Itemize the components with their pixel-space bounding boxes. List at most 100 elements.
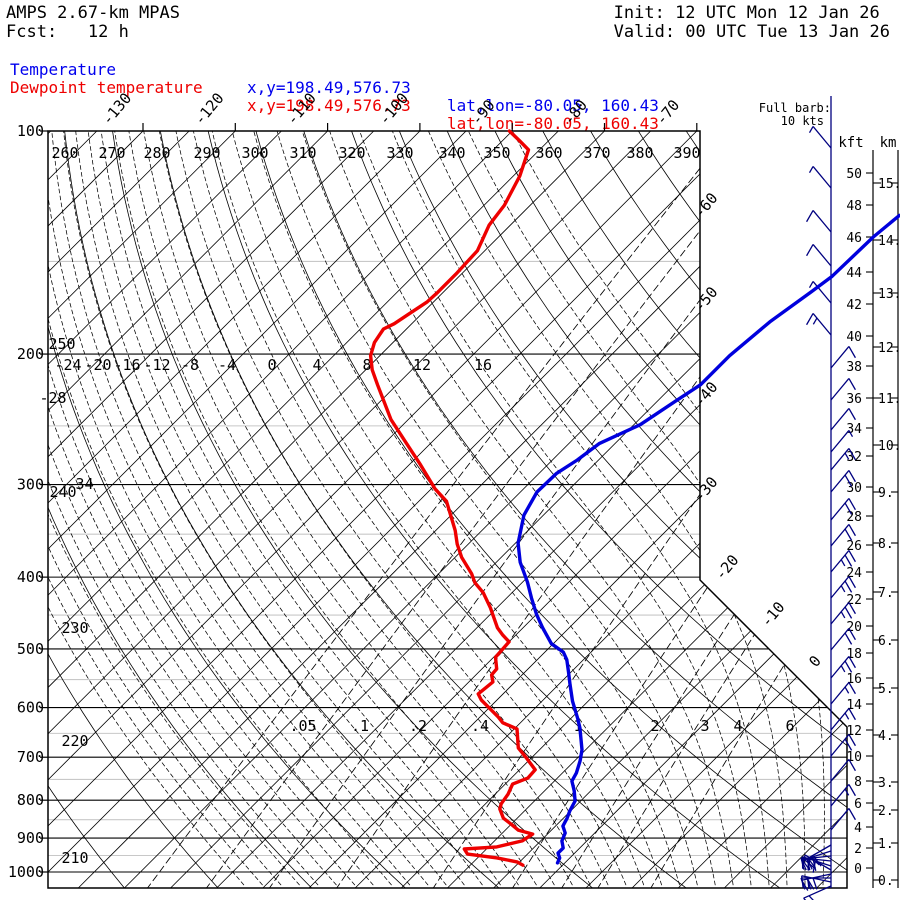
- barb-feather: [848, 550, 856, 563]
- barb-shaft: [804, 854, 832, 871]
- isotherm-line: [262, 131, 847, 888]
- temperature-latlon-readout: lat,lon=-80.05, 160.43: [447, 96, 659, 115]
- top-isotherm-axis: -130 -120 -110 -100 -90 -80 -70: [98, 89, 698, 131]
- isotherm-line: [48, 131, 190, 888]
- legend-row-dewpoint: Dewpoint temperature x,y=198.49,576.73 l…: [0, 61, 659, 151]
- dewpoint-trace: [368, 129, 537, 867]
- isotherm-line: [48, 131, 236, 888]
- theta-label-top: 390: [673, 144, 700, 162]
- barb-shaft: [801, 875, 832, 883]
- isotherm-line: [48, 131, 467, 888]
- isotherm-label-right: -50: [690, 283, 721, 315]
- isotherm-line: [48, 131, 559, 888]
- dry-adiabat-line: [110, 131, 595, 888]
- dry-adiabat-line: [48, 131, 408, 888]
- kft-tick-label: 14: [846, 698, 862, 713]
- kft-tick-label: 28: [846, 510, 862, 525]
- mixing-ratio-lines: [145, 131, 847, 888]
- moist-adiabat-line: [86, 131, 501, 886]
- isotherm-line: [539, 131, 847, 888]
- barb-shaft: [830, 448, 850, 471]
- barb-feather: [844, 528, 853, 541]
- barb-feather: [808, 895, 814, 900]
- barb-shaft: [830, 628, 850, 651]
- mixing-ratio-line: [145, 131, 741, 888]
- moist-adiabat-line: [126, 131, 555, 886]
- mixing-ratio-labels: .05.1.2.4 1 2 3 4 6: [289, 717, 794, 735]
- barb-shaft: [812, 166, 832, 189]
- km-tick-label: 1.: [878, 837, 894, 852]
- isotherm-line: [216, 131, 847, 888]
- barb-shaft: [830, 808, 850, 831]
- km-tick-label: 3.: [878, 776, 894, 791]
- barb-feather: [844, 502, 853, 515]
- isotherm-line: [677, 131, 847, 888]
- kft-tick-label: 4: [854, 821, 862, 836]
- barb-legend-line2: 10 kts: [781, 114, 824, 128]
- mixing-ratio-label: .2: [409, 717, 427, 735]
- moist-adiabat-line: [50, 131, 447, 886]
- isotherm-label-right: -20: [711, 551, 742, 583]
- moist-adiabat-line: [48, 131, 429, 886]
- pressure-label: 800: [17, 791, 44, 809]
- kft-tick-label: 26: [846, 539, 862, 554]
- barb-shaft: [830, 408, 850, 431]
- barb-feather: [844, 554, 853, 567]
- moist-adiabat-line: [48, 131, 245, 886]
- moist-adiabat-line: [112, 131, 537, 886]
- km-tick-label: 14.: [878, 234, 900, 249]
- mixing-ratio-label: .05: [289, 717, 316, 735]
- mixing-ratio-line: [649, 131, 847, 888]
- barb-feather: [844, 686, 850, 694]
- kft-tick-label: 34: [846, 422, 862, 437]
- theta-label-top: 280: [143, 144, 170, 162]
- isotherm-line: [631, 131, 847, 888]
- mixing-ratio-label: 3: [700, 717, 709, 735]
- barb-feather: [848, 602, 856, 615]
- kft-tick-label: 8: [854, 775, 862, 790]
- theta-label-top: 260: [51, 144, 78, 162]
- moist-adiabat-line: [387, 131, 770, 886]
- pressure-label: 1000: [8, 863, 44, 881]
- km-tick-label: 15.: [878, 177, 900, 192]
- kft-tick-label: 10: [846, 750, 862, 765]
- dry-adiabat-line: [48, 131, 314, 888]
- pressure-label: 700: [17, 748, 44, 766]
- barb-shaft: [812, 210, 832, 233]
- kft-tick-label: 22: [846, 593, 862, 608]
- moist-adiabat-label: 16: [474, 356, 492, 374]
- moist-adiabat-label: 12: [413, 356, 431, 374]
- barb-feather: [848, 430, 854, 437]
- isotherm-line: [724, 131, 847, 888]
- barb-feather: [848, 656, 856, 669]
- barb-shaft: [830, 708, 850, 731]
- time-header: Init: 12 UTC Mon 12 Jan 26 Valid: 00 UTC…: [614, 4, 890, 42]
- barb-feather: [844, 712, 850, 720]
- barb-feather: [802, 854, 806, 867]
- kft-tick-label: 48: [846, 199, 862, 214]
- moist-adiabat-line: [48, 131, 337, 886]
- moist-adiabat-label: 8: [362, 356, 371, 374]
- barb-feather: [848, 498, 856, 511]
- barb-feather: [812, 877, 818, 890]
- moist-adiabat-line: [99, 131, 519, 886]
- moist-adiabat-label: -12: [143, 356, 170, 374]
- barb-feather: [807, 857, 811, 870]
- theta-label-top: 320: [338, 144, 365, 162]
- barb-feather: [840, 665, 846, 673]
- isotherm-line: [48, 131, 51, 888]
- moist-adiabat-line: [506, 131, 825, 886]
- barb-shaft: [812, 281, 832, 304]
- isotherm-line: [48, 131, 513, 888]
- mixing-ratio-label: 6: [785, 717, 794, 735]
- kft-tick-label: 18: [846, 647, 862, 662]
- barb-feather: [848, 524, 856, 537]
- wind-barbs: [800, 96, 856, 900]
- temperature-xy-readout: x,y=198.49,576.73: [247, 78, 411, 97]
- theta-label-top: 360: [535, 144, 562, 162]
- km-tick-label: 6.: [878, 634, 894, 649]
- km-tick-label: 13.: [878, 287, 900, 302]
- isotherm-line: [170, 131, 847, 888]
- dry-adiabats: [48, 131, 847, 888]
- dry-adiabat-line: [63, 131, 502, 888]
